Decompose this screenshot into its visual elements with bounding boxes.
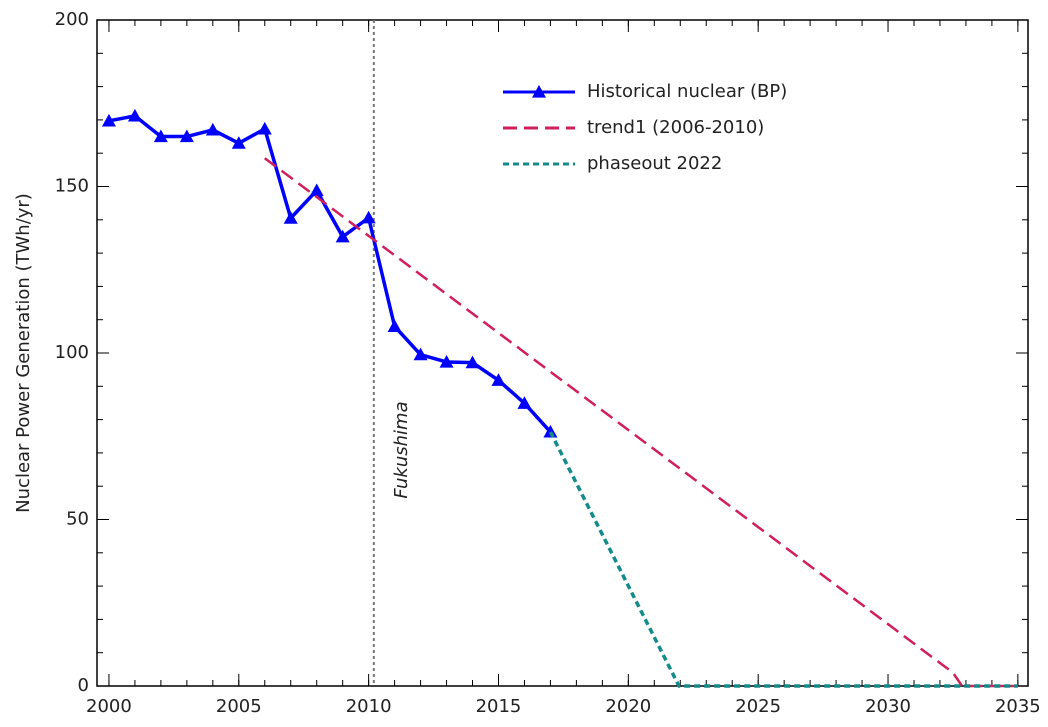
marker	[439, 354, 454, 368]
y-axis-label: Nuclear Power Generation (TWh/yr)	[13, 193, 34, 513]
x-tick-label: 2010	[346, 696, 392, 717]
y-tick-label: 200	[55, 9, 89, 30]
plot-frame	[96, 19, 1029, 687]
marker	[257, 121, 272, 135]
marker	[283, 211, 298, 224]
marker	[309, 183, 324, 197]
x-tick-label: 2005	[216, 696, 262, 717]
marker	[361, 210, 376, 224]
marker	[335, 229, 350, 243]
marker	[153, 129, 168, 143]
marker	[179, 129, 194, 143]
y-tick-label: 50	[66, 509, 89, 530]
y-tick-label: 100	[55, 342, 89, 363]
y-tick-label: 0	[78, 675, 89, 696]
annotation: Fukushima	[391, 401, 412, 498]
marker	[205, 122, 220, 136]
legend-marker	[532, 85, 546, 98]
series-line	[108, 114, 552, 434]
x-tick-label: 2020	[605, 696, 651, 717]
x-tick-label: 2025	[735, 696, 781, 717]
x-tick-label: 2015	[476, 696, 522, 717]
marker	[127, 108, 142, 122]
marker	[465, 355, 480, 369]
legend-label: Historical nuclear (BP)	[587, 81, 787, 102]
marker	[387, 319, 402, 332]
marker	[491, 373, 506, 386]
x-tick-label: 2030	[865, 696, 911, 717]
y-tick-label: 150	[55, 176, 89, 197]
x-tick-label: 2000	[86, 696, 132, 717]
marker	[413, 347, 428, 361]
legend-label: phaseout 2022	[587, 153, 722, 174]
x-tick-label: 2035	[995, 696, 1041, 717]
marker	[517, 396, 532, 409]
legend-label: trend1 (2006-2010)	[587, 117, 764, 138]
series-line	[264, 157, 1018, 688]
marker	[231, 136, 246, 149]
series-line	[548, 431, 1018, 688]
marker	[543, 424, 558, 438]
marker	[101, 113, 116, 127]
